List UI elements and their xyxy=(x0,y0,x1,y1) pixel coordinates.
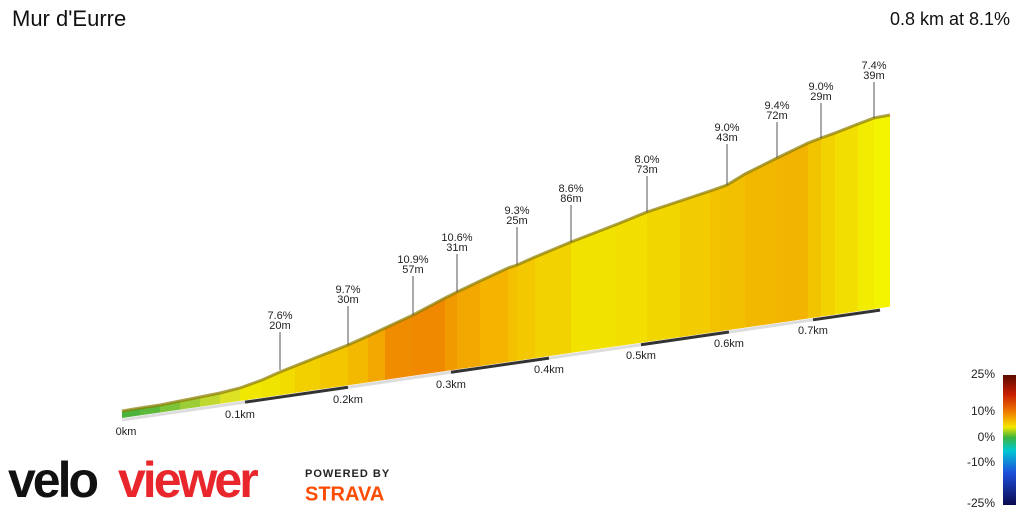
segment-grade: 9.0% xyxy=(808,81,833,93)
segment-grade: 9.4% xyxy=(764,100,789,112)
summary: 0.8 km at 8.1% xyxy=(890,9,1010,29)
scale-label: -10% xyxy=(967,455,995,469)
profile-strip xyxy=(571,225,615,353)
segment-grade: 9.3% xyxy=(504,205,529,217)
segment-labels: 7.6%20m 9.7%30m 10.9%57m 10.6%31m 9.3%25m 8.6… xyxy=(267,60,887,370)
segment-length: 20m xyxy=(269,320,290,332)
segment-grade: 9.0% xyxy=(714,122,739,134)
segment-length: 57m xyxy=(402,264,423,276)
profile-strip xyxy=(745,158,777,328)
profile-strip xyxy=(413,298,445,376)
segment-grade: 7.6% xyxy=(267,310,292,322)
profile-strip xyxy=(647,201,680,342)
base-line xyxy=(121,400,246,422)
powered-by: POWERED BY xyxy=(305,468,390,480)
base-line xyxy=(450,356,550,374)
segment-length: 73m xyxy=(636,164,657,176)
segment-length: 29m xyxy=(810,91,831,103)
segment-grade: 7.4% xyxy=(861,60,886,72)
scale-label: 0% xyxy=(978,430,996,444)
profile-strip xyxy=(320,345,348,390)
segment-grade: 8.6% xyxy=(558,183,583,195)
profile-strip xyxy=(508,265,517,363)
profile-strip xyxy=(535,242,571,359)
segment-length: 86m xyxy=(560,193,581,205)
profile-strip xyxy=(835,124,858,315)
scale-label: -25% xyxy=(967,496,995,510)
segment-length: 25m xyxy=(506,215,527,227)
base-line xyxy=(812,308,881,322)
profile-strip xyxy=(160,401,180,413)
base-line xyxy=(548,343,642,360)
segment-length: 30m xyxy=(337,294,358,306)
profile-strip xyxy=(348,336,368,386)
profile-strip xyxy=(445,292,457,372)
scale-label: 10% xyxy=(971,404,995,418)
scale-label: 25% xyxy=(971,367,995,381)
segment-grade: 10.9% xyxy=(397,254,428,266)
profile-strip xyxy=(368,328,385,383)
profile-strip xyxy=(517,257,535,361)
profile-strip xyxy=(680,191,710,338)
profile-strip xyxy=(385,315,413,380)
profile-strip xyxy=(280,366,295,396)
logo-viewer: viewer xyxy=(118,452,258,508)
distance-label: 0.7km xyxy=(798,325,828,337)
profile-strip xyxy=(808,138,821,319)
segment-length: 31m xyxy=(446,242,467,254)
distance-label: 0.3km xyxy=(436,379,466,391)
distance-label: 0.4km xyxy=(534,364,564,376)
ridge xyxy=(121,113,891,413)
profile-strip xyxy=(874,115,890,309)
profile-strip xyxy=(858,118,874,312)
profile-strip xyxy=(727,174,745,331)
base-line xyxy=(347,370,452,389)
profile-strip xyxy=(710,185,727,333)
strava-logo: STRAVA xyxy=(305,483,384,505)
logo-velo: velo xyxy=(8,452,98,508)
title: Mur d'Eurre xyxy=(12,6,126,31)
segment-grade: 10.6% xyxy=(441,232,472,244)
gradient-legend xyxy=(1003,375,1016,505)
segment-length: 43m xyxy=(716,132,737,144)
base-line xyxy=(640,330,730,347)
profile-strip xyxy=(821,133,835,317)
profile-strip xyxy=(295,356,320,393)
distance-label: 0km xyxy=(116,426,137,438)
segment-grade: 8.0% xyxy=(634,154,659,166)
profile-strip xyxy=(480,268,508,367)
segment-length: 72m xyxy=(766,110,787,122)
base-line xyxy=(728,318,814,334)
distance-label: 0.5km xyxy=(626,350,656,362)
segment-grade: 9.7% xyxy=(335,284,360,296)
profile xyxy=(121,113,891,422)
base-line xyxy=(244,385,349,404)
segment-length: 39m xyxy=(863,70,884,82)
profile-strip xyxy=(240,380,262,401)
profile-strip xyxy=(777,143,808,324)
profile-strip xyxy=(615,212,647,347)
distance-label: 0.6km xyxy=(714,338,744,350)
distance-label: 0.1km xyxy=(225,409,255,421)
distance-label: 0.2km xyxy=(333,394,363,406)
profile-strip xyxy=(457,281,480,370)
